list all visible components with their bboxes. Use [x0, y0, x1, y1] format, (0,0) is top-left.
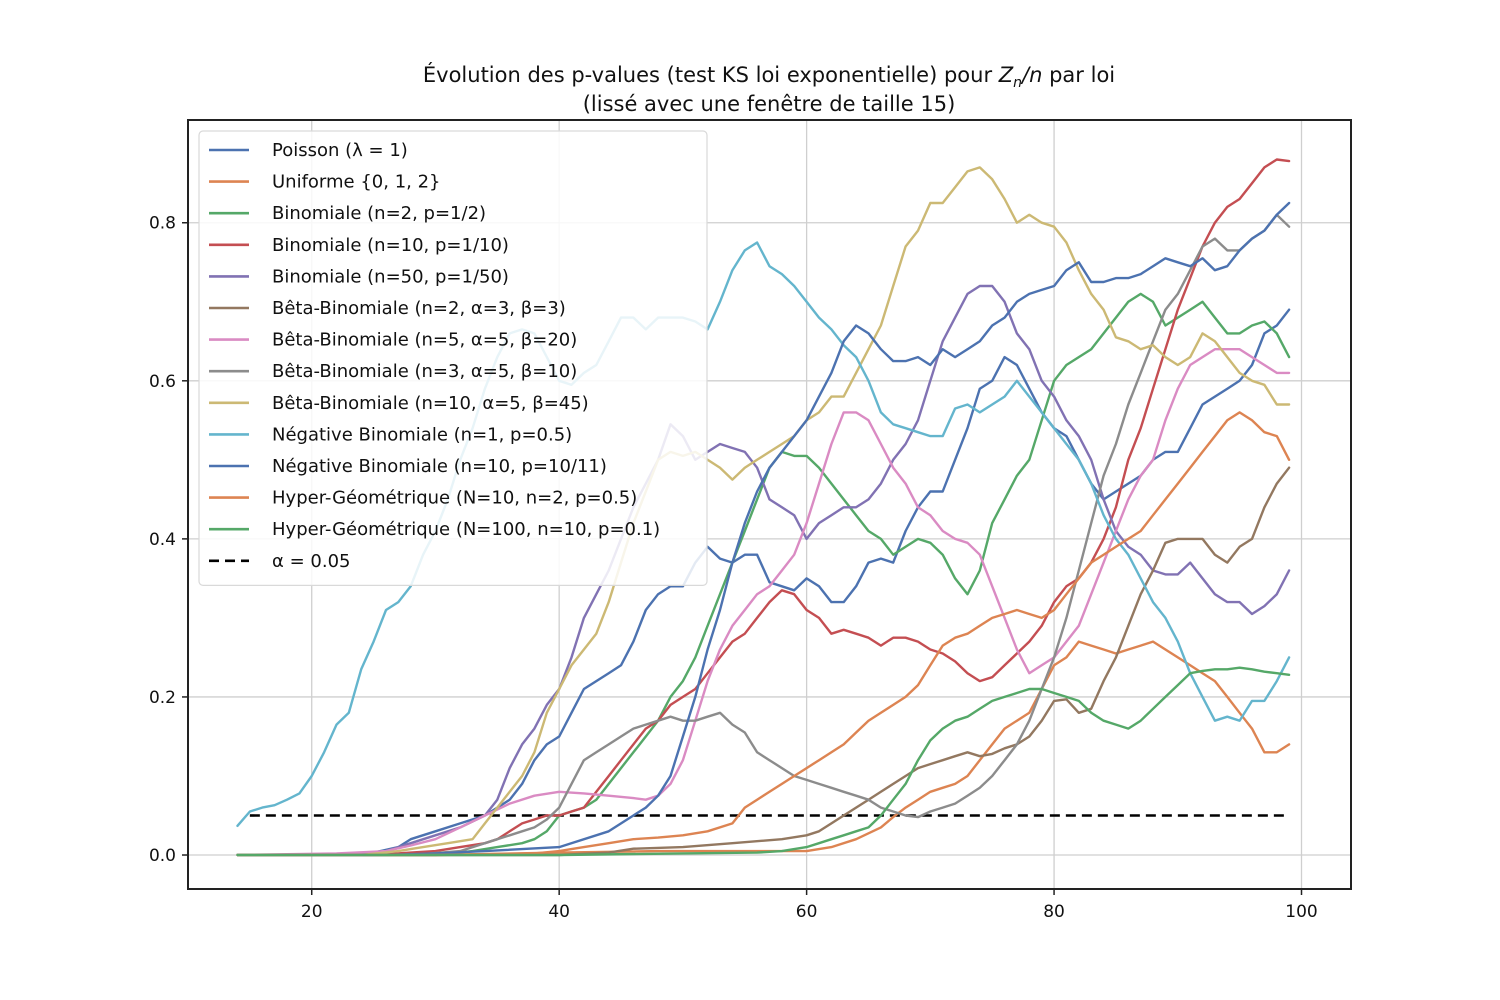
y-tick-label: 0.6	[149, 372, 176, 392]
legend-box	[198, 130, 708, 586]
y-tick-label: 0.2	[149, 688, 176, 708]
series-line	[236, 348, 1291, 857]
legend-label: Binomiale (n=2, p=1/2)	[272, 203, 486, 224]
legend-label: Hyper-Géométrique (N=10, n=2, p=0.5)	[272, 488, 637, 509]
tick-layer: 20 40 60 80 100 0.0 0.2 0.4 0.6 0.8	[149, 214, 1318, 922]
legend-label: Bêta-Binomiale (n=10, α=5, β=45)	[272, 393, 589, 414]
x-tick-label: 100	[1285, 902, 1317, 922]
series-line	[236, 411, 1291, 857]
legend-label-threshold: α = 0.05	[272, 551, 350, 572]
legend-label: Bêta-Binomiale (n=2, α=3, β=3)	[272, 298, 566, 319]
chart-title: Évolution des p-values (test KS loi expo…	[423, 62, 1115, 91]
series-line	[236, 292, 1291, 857]
x-tick-label: 60	[796, 902, 818, 922]
legend-label: Bêta-Binomiale (n=3, α=5, β=10)	[272, 361, 577, 382]
legend-label: Hyper-Géométrique (N=100, n=10, p=0.1)	[272, 519, 660, 540]
y-tick-label: 0.0	[149, 846, 176, 866]
series-line	[236, 166, 1291, 857]
legend-label: Binomiale (n=50, p=1/50)	[272, 266, 509, 287]
chart-subtitle: (lissé avec une fenêtre de taille 15)	[583, 92, 956, 116]
y-tick-label: 0.8	[149, 214, 176, 234]
legend-label: Bêta-Binomiale (n=5, α=5, β=20)	[272, 330, 577, 351]
legend-label: Poisson (λ = 1)	[272, 140, 408, 161]
series-line	[236, 466, 1291, 857]
series-line	[236, 201, 1291, 857]
y-tick-label: 0.4	[149, 530, 176, 550]
legend-label: Négative Binomiale (n=1, p=0.5)	[272, 424, 572, 445]
legend-label: Uniforme {0, 1, 2}	[272, 172, 441, 193]
series-line	[236, 666, 1291, 857]
series-line	[236, 158, 1291, 857]
legend-label: Négative Binomiale (n=10, p=10/11)	[272, 456, 607, 477]
x-tick-label: 80	[1043, 902, 1065, 922]
x-tick-label: 40	[548, 902, 570, 922]
x-tick-label: 20	[301, 902, 323, 922]
series-line	[236, 213, 1291, 857]
legend-label: Binomiale (n=10, p=1/10)	[272, 235, 509, 256]
plot-frame	[187, 119, 1352, 890]
legend: Poisson (λ = 1) Uniforme {0, 1, 2} Binomia…	[198, 130, 708, 586]
